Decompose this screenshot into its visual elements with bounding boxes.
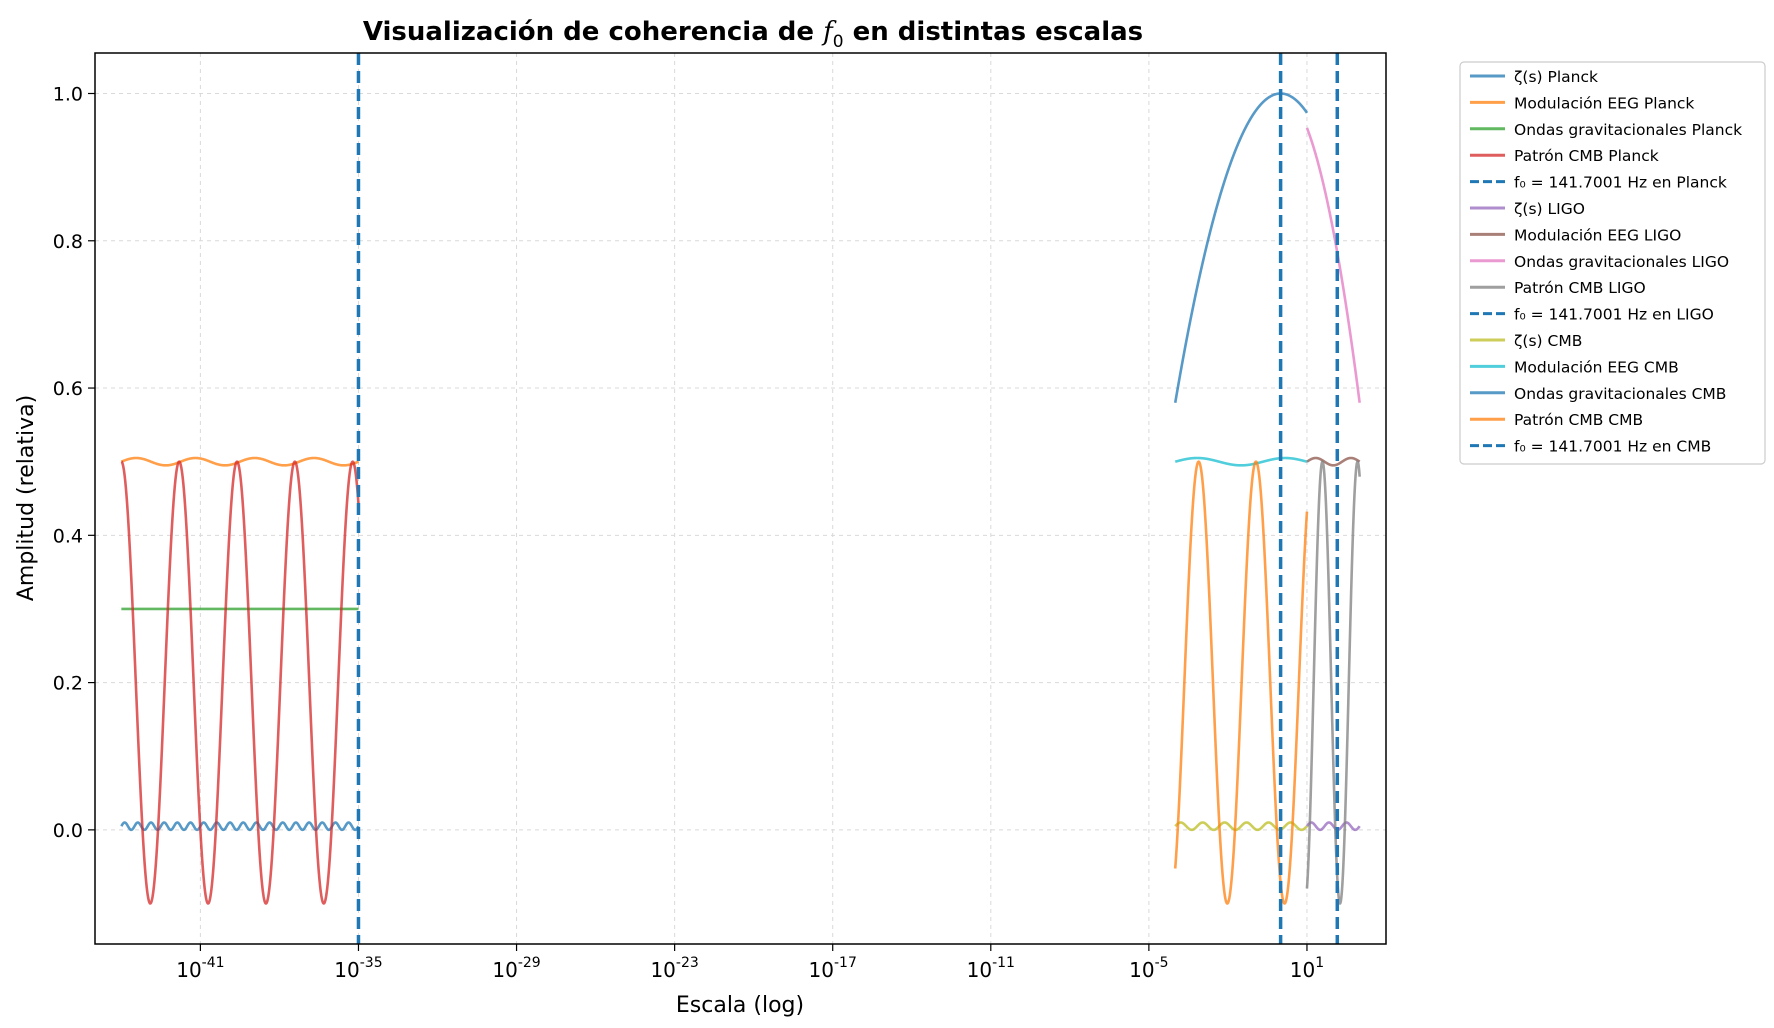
y-tick-label: 1.0 — [53, 84, 83, 106]
x-tick-label: 101 — [1290, 955, 1324, 982]
plot-frame — [94, 52, 1387, 945]
y-axis-ticks: 0.0 0.2 0.4 0.6 0.8 1.0 — [53, 84, 95, 842]
legend-label: Modulación EEG LIGO — [1514, 226, 1681, 244]
grid — [95, 53, 1386, 944]
legend-label: Ondas gravitacionales LIGO — [1514, 253, 1729, 271]
x-tick-label: 10-41 — [176, 955, 224, 982]
legend-label: ζ(s) CMB — [1514, 332, 1582, 350]
y-tick-label: 0.0 — [53, 820, 83, 842]
y-tick-label: 0.8 — [53, 231, 83, 253]
legend-label: ζ(s) LIGO — [1514, 200, 1585, 218]
plot-series — [120, 53, 1361, 944]
y-tick-label: 0.2 — [53, 673, 83, 695]
legend-label: f₀ = 141.7001 Hz en LIGO — [1514, 306, 1714, 324]
legend-label: Patrón CMB LIGO — [1514, 279, 1646, 297]
series-modulaci-n-eeg-planck — [120, 456, 360, 467]
x-axis-ticks: 10-41 10-35 10-29 10-23 10-17 10-11 10-5 101 — [176, 944, 1324, 982]
legend-label: Patrón CMB Planck — [1514, 147, 1659, 165]
chart-title-subscript: 0 — [833, 32, 844, 52]
legend-label: Modulación EEG CMB — [1514, 358, 1679, 376]
y-tick-label: 0.6 — [53, 378, 83, 400]
chart-title-suffix: en distintas escalas — [844, 17, 1144, 47]
x-tick-label: 10-23 — [650, 955, 698, 982]
series-ondas-gravitacionales-cmb — [1173, 92, 1309, 403]
legend-box — [1459, 61, 1766, 465]
series-modulaci-n-eeg-cmb — [1174, 456, 1309, 467]
legend-label: Modulación EEG Planck — [1514, 94, 1694, 112]
x-tick-label: 10-17 — [809, 955, 857, 982]
series-patr-n-cmb-ligo — [1305, 460, 1361, 905]
x-tick-label: 10-35 — [334, 955, 382, 982]
series-ondas-gravitacionales-ligo — [1305, 126, 1361, 404]
series-s-cmb — [1174, 821, 1309, 832]
x-tick-label: 10-5 — [1129, 955, 1168, 982]
x-axis-label: Escala (log) — [676, 993, 804, 1018]
legend-label: f₀ = 141.7001 Hz en CMB — [1514, 438, 1711, 456]
series-s-ligo — [1305, 821, 1361, 832]
x-tick-label: 10-11 — [967, 955, 1015, 982]
legend-label: Ondas gravitacionales CMB — [1514, 385, 1726, 403]
series-modulaci-n-eeg-ligo — [1305, 456, 1361, 467]
x-tick-label: 10-29 — [492, 955, 540, 982]
series-s-planck — [120, 821, 360, 832]
y-axis-label: Amplitud (relativa) — [14, 395, 39, 601]
legend-label: Ondas gravitacionales Planck — [1514, 121, 1742, 139]
legend-label: f₀ = 141.7001 Hz en Planck — [1514, 174, 1727, 192]
legend-label: Patrón CMB CMB — [1514, 411, 1643, 429]
y-tick-label: 0.4 — [53, 525, 83, 547]
legend: ζ(s) Planck Modulación EEG Planck Ondas gr… — [1459, 61, 1766, 465]
chart-title: Visualización de coherencia de f0 en dis… — [363, 17, 1143, 52]
legend-label: ζ(s) Planck — [1514, 68, 1598, 86]
chart-title-prefix: Visualización de coherencia de — [363, 17, 823, 47]
series-patr-n-cmb-planck — [120, 460, 360, 905]
series-patr-n-cmb-cmb — [1173, 460, 1309, 905]
